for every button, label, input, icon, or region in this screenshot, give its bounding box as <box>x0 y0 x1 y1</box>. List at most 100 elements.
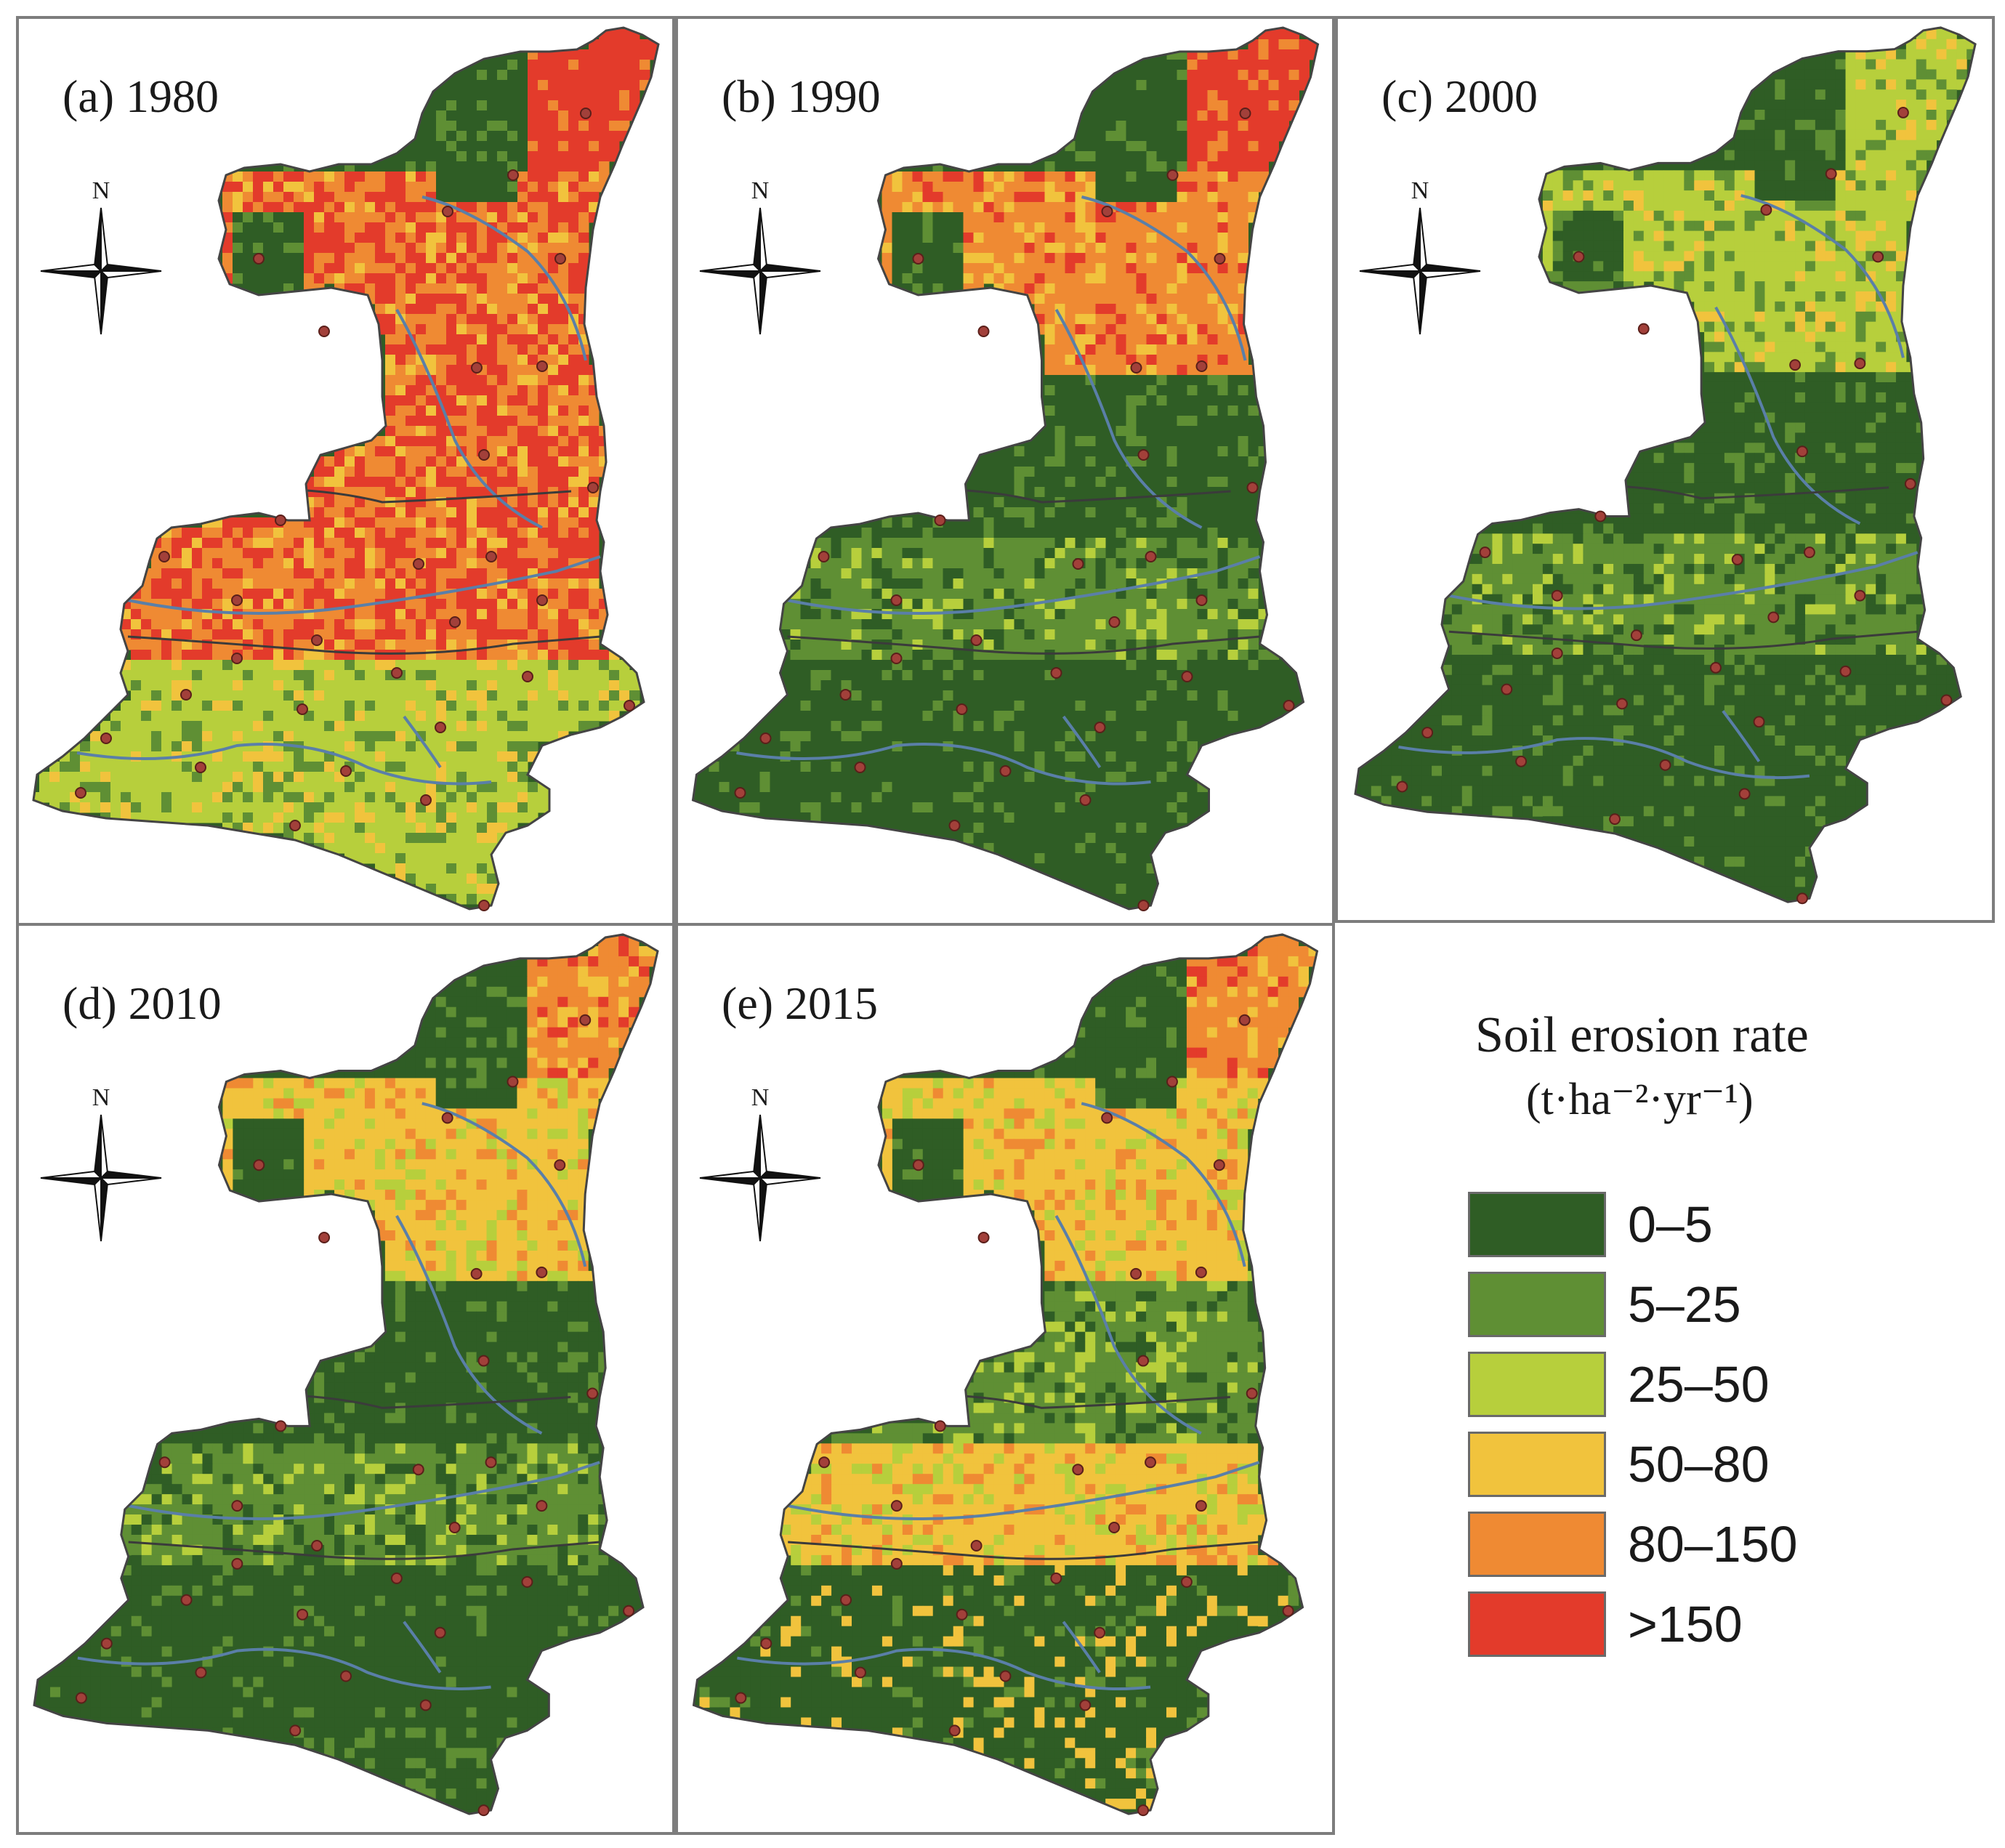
station-point <box>413 558 424 570</box>
station-point <box>1094 1626 1106 1639</box>
station-point <box>1195 360 1208 372</box>
erosion-map-2010 <box>33 933 659 1817</box>
legend: Soil erosion rate (t·ha⁻²·yr⁻¹) 0–5 5–25… <box>1432 1006 1955 1675</box>
station-point <box>840 1594 852 1606</box>
station-point <box>1551 589 1563 602</box>
station-point <box>419 1699 432 1711</box>
station-point <box>536 1266 548 1278</box>
station-point <box>1195 1500 1207 1512</box>
station-point <box>1609 813 1621 826</box>
station-point <box>1804 546 1815 559</box>
legend-swatch <box>1468 1591 1606 1657</box>
erosion-map-2000 <box>1354 26 1977 905</box>
station-point <box>536 594 548 606</box>
north-label: N <box>92 177 110 204</box>
station-point <box>180 689 192 701</box>
river-line <box>395 1215 543 1435</box>
station-point <box>477 1804 490 1817</box>
station-point <box>1940 694 1953 706</box>
station-point <box>1854 589 1866 602</box>
station-point <box>818 1456 831 1469</box>
station-point <box>1789 359 1802 371</box>
map-panel-1990: (b) 1990 N <box>675 16 1335 930</box>
station-point <box>1282 1605 1294 1617</box>
province-outline <box>33 933 659 1815</box>
station-point <box>735 1692 747 1704</box>
station-point <box>195 762 206 773</box>
station-point <box>1738 788 1751 800</box>
station-point <box>1839 665 1852 677</box>
station-point <box>449 616 461 628</box>
province-outline <box>692 933 1319 1815</box>
legend-unit: (t·ha⁻²·yr⁻¹) <box>1526 1075 1754 1124</box>
station-point <box>855 1666 866 1679</box>
station-point <box>340 765 352 777</box>
station-point <box>75 787 86 799</box>
station-point <box>818 551 830 562</box>
station-point <box>1854 358 1866 370</box>
legend-item: 50–80 <box>1468 1432 1962 1512</box>
station-point <box>1246 482 1259 493</box>
station-point <box>1101 1112 1113 1124</box>
station-point <box>1238 1014 1251 1026</box>
station-point <box>580 108 592 119</box>
station-point <box>1145 551 1157 562</box>
station-point <box>956 703 968 715</box>
station-point <box>1421 727 1434 739</box>
station-point <box>1214 253 1226 265</box>
station-point <box>977 1231 990 1243</box>
station-point <box>485 551 497 562</box>
station-point <box>934 1420 946 1432</box>
station-point <box>977 326 990 337</box>
station-point <box>485 1456 497 1469</box>
station-point <box>1767 611 1780 624</box>
station-point <box>1079 794 1092 806</box>
station-point <box>275 1420 287 1432</box>
station-point <box>1753 716 1765 728</box>
north-label: N <box>92 1084 110 1111</box>
legend-swatch <box>1468 1512 1606 1577</box>
legend-label: 0–5 <box>1628 1196 1713 1253</box>
station-point <box>435 722 446 733</box>
erosion-raster <box>693 934 1318 1815</box>
river-line <box>403 1621 442 1674</box>
station-point <box>231 1557 243 1570</box>
station-point <box>478 900 490 911</box>
station-point <box>158 551 170 562</box>
station-point <box>1137 900 1150 911</box>
map-panel-1980: (a) 1980 N <box>16 16 675 930</box>
station-point <box>1872 251 1884 263</box>
map-panel-2000: (c) 2000 N <box>1335 16 1995 923</box>
north-label: N <box>1411 177 1429 204</box>
station-point <box>521 1575 533 1588</box>
river-line <box>1448 551 1919 610</box>
station-point <box>948 1724 961 1737</box>
region-boundary <box>1448 630 1918 650</box>
legend-item: 5–25 <box>1468 1272 1962 1352</box>
map-panel-2015: (e) 2015 N <box>675 923 1335 1835</box>
station-point <box>441 1112 453 1124</box>
station-point <box>1166 169 1179 181</box>
station-point <box>890 1557 903 1570</box>
river-line <box>1062 1621 1101 1674</box>
station-point <box>477 1355 490 1367</box>
north-label: N <box>751 177 770 204</box>
province-outline <box>691 26 1320 911</box>
panel-title: (a) 1980 <box>62 70 219 122</box>
region-boundary <box>127 635 601 655</box>
river-line <box>1054 309 1203 529</box>
station-point <box>890 653 903 664</box>
region-boundary <box>787 635 1260 655</box>
station-point <box>412 1464 424 1476</box>
station-point <box>1479 546 1491 559</box>
station-point <box>1551 647 1563 659</box>
north-arrow-icon: N <box>1358 177 1482 344</box>
station-point <box>434 1626 446 1639</box>
station-point <box>158 1456 171 1469</box>
station-point <box>536 360 548 372</box>
station-point <box>999 765 1012 777</box>
panel-title: (b) 1990 <box>722 70 881 122</box>
station-point <box>948 820 961 831</box>
station-point <box>1396 780 1408 793</box>
station-point <box>970 1539 983 1552</box>
